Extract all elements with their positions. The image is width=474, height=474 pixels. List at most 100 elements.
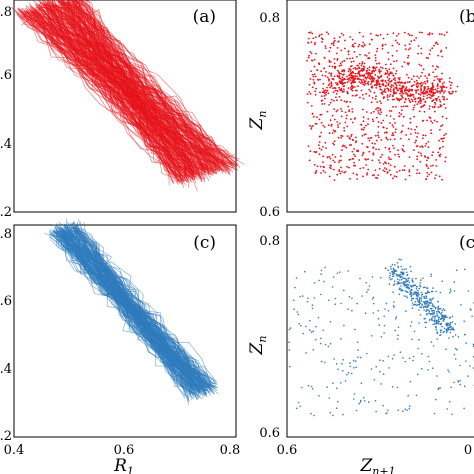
panel-d-point: [397, 265, 399, 268]
panel-b-point: [344, 121, 347, 124]
panel-b-point: [374, 59, 377, 62]
panel-b-point: [423, 89, 425, 92]
panel-b-point: [356, 55, 358, 58]
panel-b-point: [381, 93, 384, 95]
panel-d-point: [435, 328, 438, 331]
panel-b-point: [324, 141, 327, 144]
panel-b-point: [338, 161, 340, 164]
panel-b-point: [403, 90, 406, 93]
panel-b-point: [455, 90, 457, 93]
panel-d-point: [404, 408, 407, 411]
panel-b-point: [328, 59, 331, 62]
panel-b-point: [402, 105, 405, 108]
panel-b-point: [378, 167, 381, 170]
panel-d-point: [451, 327, 454, 329]
panel-b-point: [444, 90, 446, 92]
panel-b-point: [372, 146, 375, 149]
panel-d-point: [392, 304, 395, 307]
panel-b-point: [422, 134, 425, 137]
panel-b-point: [389, 164, 392, 167]
panel-d-point: [405, 278, 408, 281]
panel-b-point: [333, 130, 336, 133]
panel-b-point: [334, 156, 337, 158]
panel-d-point: [417, 291, 420, 294]
panel-b-point: [403, 31, 406, 34]
panel-b-point: [331, 132, 334, 134]
panel-d-point: [419, 306, 421, 309]
panel-b-point: [330, 81, 333, 84]
panel-b-point: [365, 55, 368, 57]
panel-d-point: [393, 354, 396, 356]
panel-b-point: [371, 79, 374, 81]
panel-b-point: [409, 101, 412, 104]
panel-b-point: [371, 159, 374, 162]
panel-d-point: [427, 355, 430, 358]
panel-b-point: [354, 164, 357, 167]
panel-d-point: [320, 360, 323, 363]
panel-b-point: [330, 75, 333, 77]
panel-d-point: [402, 357, 404, 359]
panel-b-point: [347, 50, 350, 53]
panel-b-point: [376, 82, 378, 85]
panel-d-point: [409, 293, 411, 295]
panel-d-point: [426, 312, 428, 315]
panel-b-point: [331, 153, 334, 156]
panel-b-point: [324, 89, 327, 92]
panel-b-frame: [286, 0, 474, 213]
panel-d-point: [383, 315, 386, 318]
panel-b-point: [422, 92, 425, 95]
panel-b-point: [309, 150, 312, 153]
panel-d-point: [405, 310, 407, 312]
panel-b-point: [351, 89, 354, 92]
panel-d-point: [448, 371, 450, 373]
panel-b-point: [376, 75, 379, 78]
panel-d-point: [396, 338, 399, 340]
panel-b-point: [307, 56, 310, 59]
panel-b-point: [316, 116, 318, 119]
panel-b-point: [332, 91, 335, 94]
panel-b-point: [433, 101, 436, 104]
panel-b-point: [426, 159, 428, 162]
panel-d-point: [434, 319, 436, 321]
panel-b-point: [430, 132, 433, 135]
panel-b-point: [395, 175, 398, 178]
panel-d-point: [449, 288, 452, 291]
panel-b-point: [380, 139, 383, 141]
panel-b-point: [354, 117, 357, 119]
panel-d-point: [337, 368, 339, 371]
panel-b-point: [318, 153, 321, 156]
panel-b-point: [308, 91, 311, 93]
panel-b-point: [351, 38, 354, 41]
panel-b-point: [389, 138, 392, 141]
panel-b-point: [311, 73, 314, 76]
panel-b-point: [321, 74, 324, 77]
panel-b-point: [338, 81, 341, 83]
panel-b-point: [378, 161, 381, 164]
panel-b-point: [409, 121, 412, 124]
panel-b-point: [385, 63, 387, 66]
panel-d-point: [399, 276, 402, 279]
panel-b-point: [314, 93, 317, 96]
panel-b-point: [363, 133, 366, 136]
panel-d-point: [397, 334, 399, 337]
panel-b-point: [409, 47, 412, 49]
panel-d-point: [437, 307, 439, 309]
panel-b-point: [312, 75, 315, 78]
panel-d-point: [446, 408, 449, 410]
panel-b-point: [329, 46, 332, 49]
panel-b-point: [394, 39, 397, 42]
panel-b-point: [406, 73, 408, 76]
panel-b-point: [355, 150, 358, 152]
panel-b-point: [334, 66, 337, 69]
panel-b-point: [408, 89, 411, 92]
panel-b-point: [433, 106, 436, 109]
panel-b-point: [371, 38, 373, 41]
panel-d-point: [440, 322, 443, 325]
panel-b-point: [310, 127, 313, 130]
panel-b-point: [423, 80, 426, 83]
panel-b-point: [375, 148, 377, 151]
panel-b-point: [449, 84, 452, 87]
panel-b-point: [420, 106, 422, 109]
panel-d-point: [444, 315, 447, 317]
panel-b-point: [372, 120, 375, 123]
